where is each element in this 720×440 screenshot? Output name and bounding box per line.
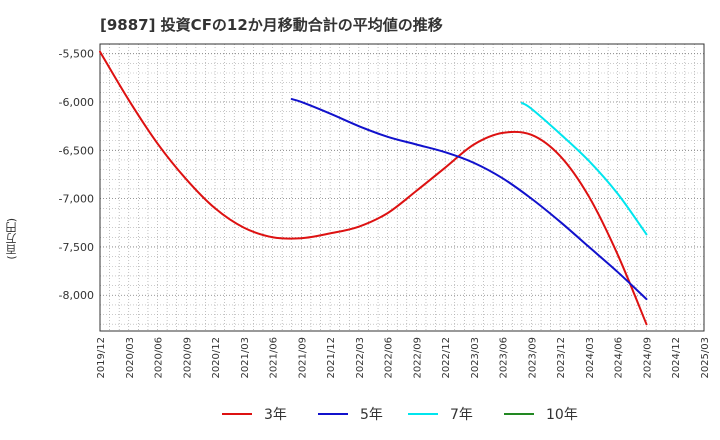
y-tick-label: -8,000 (59, 289, 94, 302)
x-tick-label: 2021/06 (269, 337, 280, 379)
x-tick-label: 2024/12 (671, 337, 682, 379)
x-tick-label: 2025/03 (700, 337, 711, 379)
x-tick-label: 2021/09 (297, 337, 308, 379)
plot-frame (99, 43, 705, 332)
series-line-2 (520, 101, 648, 236)
x-tick-label: 2022/12 (441, 337, 452, 379)
x-tick-label: 2023/06 (499, 337, 510, 379)
x-tick-label: 2020/06 (154, 337, 165, 379)
legend-label-1: 5年 (360, 407, 383, 423)
y-tick-label: -6,500 (59, 144, 94, 157)
legend-label-0: 3年 (264, 407, 287, 423)
x-axis-ticks: 2019/12 2020/03 2020/06 2020/09 2020/12 2021/… (96, 337, 711, 379)
y-tick-label: -6,000 (59, 96, 94, 109)
x-tick-label: 2020/12 (211, 337, 222, 379)
x-tick-label: 2021/03 (240, 337, 251, 379)
x-tick-label: 2020/09 (182, 337, 193, 379)
y-axis-ticks: -5,500 -6,000 -6,500 -7,000 -7,500 -8,000 (59, 48, 94, 303)
y-tick-label: -5,500 (59, 48, 94, 61)
x-tick-label: 2022/09 (412, 337, 423, 379)
x-tick-label: 2019/12 (96, 337, 107, 379)
y-tick-label: -7,500 (59, 241, 94, 254)
legend-label-3: 10年 (546, 407, 578, 423)
x-tick-label: 2022/06 (384, 337, 395, 379)
x-tick-label: 2023/03 (470, 337, 481, 379)
x-tick-label: 2022/03 (355, 337, 366, 379)
x-tick-label: 2024/03 (585, 337, 596, 379)
series-lines (99, 50, 648, 326)
series-line-0 (99, 50, 648, 326)
x-tick-label: 2020/03 (125, 337, 136, 379)
legend-label-2: 7年 (450, 407, 473, 423)
x-tick-label: 2023/09 (527, 337, 538, 379)
legend: 3年 5年 7年 10年 (222, 407, 578, 423)
series-line-1 (290, 98, 648, 301)
chart-title: [9887] 投資CFの12か月移動合計の平均値の推移 (100, 16, 443, 34)
x-tick-label: 2024/06 (614, 337, 625, 379)
x-tick-label: 2024/09 (642, 337, 653, 379)
x-tick-label: 2023/12 (556, 337, 567, 379)
y-tick-label: -7,000 (59, 193, 94, 206)
x-tick-label: 2021/12 (326, 337, 337, 379)
